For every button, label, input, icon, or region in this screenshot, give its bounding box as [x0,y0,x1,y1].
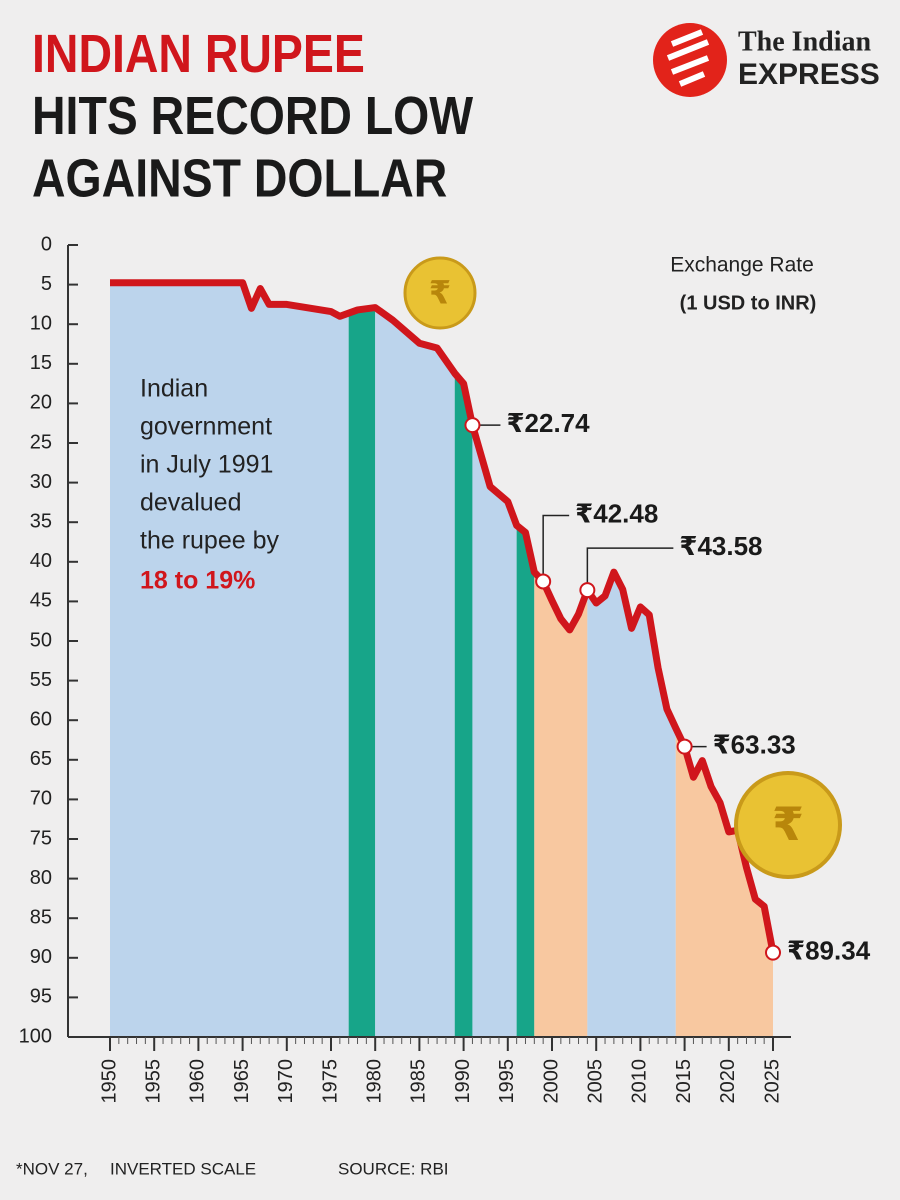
annotation-dot [579,582,596,599]
note-line: government [140,413,272,441]
leader-line [586,547,674,591]
x-tick-label: 2010 [629,1059,651,1104]
y-tick-label: 50 [30,629,52,651]
x-tick-label: 1950 [98,1059,120,1104]
title-red: INDIAN RUPEE [32,23,365,84]
coin-symbol: ₹ [772,798,804,850]
y-tick-label: 10 [30,312,52,334]
y-tick-label: 30 [30,471,52,493]
note-line: in July 1991 [140,451,273,479]
y-tick-label: 60 [30,708,52,730]
note-line: the rupee by [140,527,279,555]
x-tick-label: 2020 [717,1059,739,1104]
period-band [348,307,376,1037]
x-tick-label: 1990 [452,1059,474,1104]
coin-decoration: ₹ ₹ [403,256,842,879]
logo-stripes [666,29,710,87]
annotation-dot [464,417,481,434]
brand-logo: The Indian EXPRESS [653,23,880,97]
period-band [587,572,676,1037]
x-tick-label: 1960 [187,1059,209,1104]
y-tick-label: 100 [19,1025,52,1047]
y-tick-label: 85 [30,906,52,928]
y-tick-label: 90 [30,946,52,968]
note-line: devalued [140,489,241,517]
y-tick-label: 35 [30,510,52,532]
annotation-dot [765,944,781,961]
note-highlight: 18 to 19% [140,567,255,595]
brand-bottom: EXPRESS [738,58,880,91]
period-band [534,572,588,1037]
coin-symbol: ₹ [429,274,451,310]
x-tick-label: 2005 [584,1059,606,1104]
footer-note: *NOV 27, [16,1159,88,1178]
period-band [454,373,473,1037]
y-tick-label: 40 [30,550,52,572]
x-tick-label: 2000 [540,1059,562,1104]
y-tick-label: 55 [30,669,52,691]
y-tick-label: 0 [41,233,52,255]
title-line: HITS RECORD LOW [32,85,474,146]
title-line: AGAINST DOLLAR [32,147,447,208]
coin [403,256,477,330]
annotation-dot [676,738,693,755]
y-tick-label: 65 [30,748,52,770]
y-tick-label: 80 [30,867,52,889]
period-band [110,282,349,1037]
x-tick-label: 2025 [761,1059,783,1104]
x-tick-label: 2015 [673,1059,695,1104]
annotation-label: ₹42.48 [575,498,658,528]
coin [734,771,842,879]
x-tick-label: 1975 [319,1059,341,1104]
period-band [375,307,455,1037]
y-tick-label: 20 [30,392,52,414]
brand-top: The Indian [738,26,871,57]
period-band [516,525,535,1037]
rate-line [110,279,777,954]
x-tick-label: 1965 [231,1059,253,1104]
annotation-label: ₹22.74 [506,408,590,438]
x-tick-label: 1980 [363,1059,385,1104]
y-tick-label: 5 [41,273,52,295]
period-band [675,728,773,1037]
x-tick-label: 1985 [408,1059,430,1104]
y-tick-label: 45 [30,590,52,612]
y-tick-label: 75 [30,827,52,849]
y-tick-label: 70 [30,788,52,810]
footer-scale: INVERTED SCALE [110,1159,256,1178]
x-tick-label: 1970 [275,1059,297,1104]
leader-line [542,514,570,582]
period-band [472,425,517,1037]
annotation-label: ₹89.34 [787,935,871,965]
x-tick-label: 1955 [142,1059,164,1104]
annotation-label: ₹63.33 [713,729,796,759]
note-line: Indian [140,375,208,403]
annotation-label: ₹43.58 [679,531,762,561]
axis-title: Exchange Rate [670,254,814,277]
plot: 0510152025303540455055606570758085909510… [19,233,871,1103]
footer-source: SOURCE: RBI [338,1159,449,1178]
y-tick-label: 15 [30,352,52,374]
y-tick-label: 95 [30,986,52,1008]
y-tick-label: 25 [30,431,52,453]
axis-title: (1 USD to INR) [680,292,817,314]
x-tick-label: 1995 [496,1059,518,1104]
annotation-dot [535,573,552,590]
